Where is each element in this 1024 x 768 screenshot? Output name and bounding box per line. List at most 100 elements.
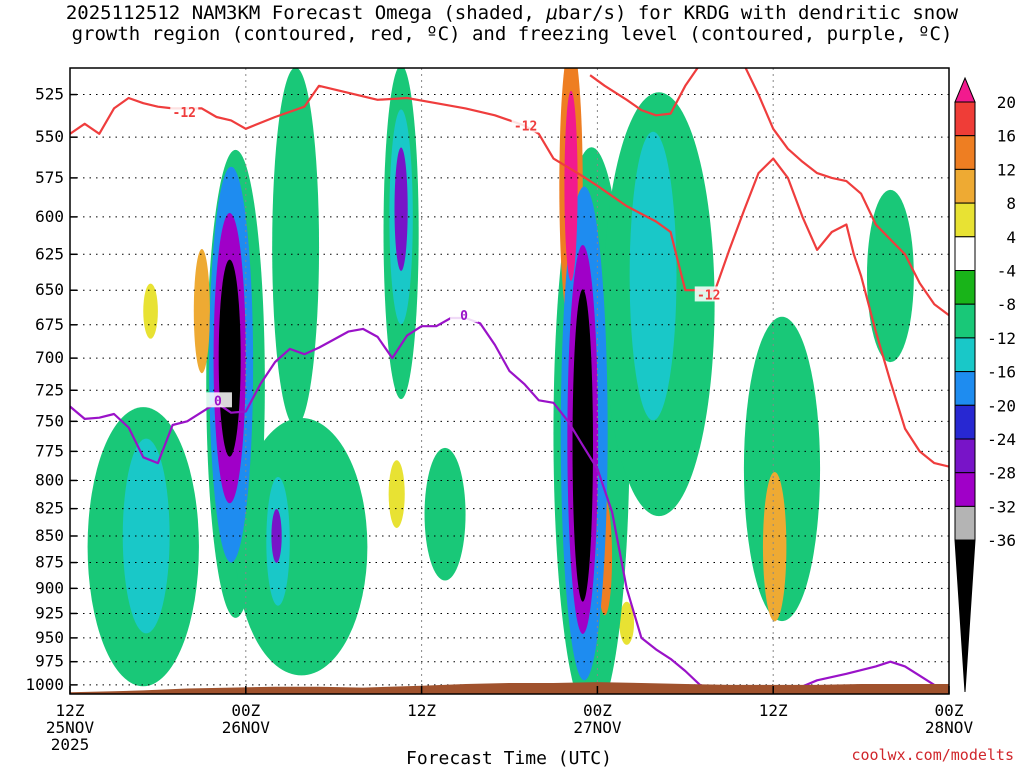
y-tick-label: 675 xyxy=(35,315,64,334)
colorbar-cell xyxy=(954,438,976,474)
colorbar-cell xyxy=(954,472,976,507)
y-tick-label: 950 xyxy=(35,628,64,647)
y-tick-label: 625 xyxy=(35,244,64,263)
contour-label: -12 xyxy=(514,119,537,134)
colorbar-cell xyxy=(954,303,976,339)
omega-cell xyxy=(388,460,405,528)
terrain-ground xyxy=(70,682,949,694)
colorbar-cell xyxy=(954,270,976,305)
colorbar-label: -20 xyxy=(987,396,1016,415)
colorbar-label: 12 xyxy=(997,160,1016,179)
y-tick-label: 650 xyxy=(35,280,64,299)
y-tick-label: 775 xyxy=(35,441,64,460)
omega-cell xyxy=(619,601,635,645)
y-tick-label: 525 xyxy=(35,85,64,104)
colorbar-label: -28 xyxy=(987,464,1016,483)
contour-label: -12 xyxy=(173,106,196,121)
colorbar-cell xyxy=(954,337,976,373)
contour-label-bg xyxy=(511,117,540,133)
omega-cell xyxy=(193,249,210,374)
omega-cell xyxy=(272,68,320,427)
colorbar-label: -4 xyxy=(997,262,1016,281)
x-tick-label: 28NOV xyxy=(925,718,974,737)
colorbar-label: -36 xyxy=(987,531,1016,550)
colorbar-cell xyxy=(954,505,976,541)
x-tick-label: 00Z xyxy=(935,701,964,720)
y-tick-label: 750 xyxy=(35,411,64,430)
credit-link[interactable]: coolwx.com/modelts xyxy=(851,746,1014,764)
contour-label: 0 xyxy=(214,394,222,409)
y-tick-label: 600 xyxy=(35,207,64,226)
colorbar-cell xyxy=(954,404,976,440)
colorbar-label: 16 xyxy=(997,127,1016,146)
contour-label-bg xyxy=(170,103,199,119)
contour-lines: -12 -12 -12 0 0 xyxy=(70,68,949,691)
y-tick-label: 1000 xyxy=(25,675,64,694)
colorbar-label: 8 xyxy=(1006,194,1016,213)
contour-label: -12 xyxy=(697,288,720,303)
colorbar-cell xyxy=(954,202,976,238)
colorbar-arrow-bottom xyxy=(954,539,976,693)
y-tick-label: 550 xyxy=(35,127,64,146)
colorbar-cell xyxy=(954,236,976,272)
x-tick-label: 12Z xyxy=(407,701,436,720)
colorbar-label: 20 xyxy=(997,93,1016,112)
x-tick-label: 00Z xyxy=(231,701,260,720)
contour-line xyxy=(70,316,715,691)
colorbar-arrow-top xyxy=(954,76,976,103)
x-tick-label: 25NOV xyxy=(46,718,95,737)
colorbar-cell xyxy=(954,168,976,204)
omega-cell xyxy=(762,471,787,622)
colorbar-cell xyxy=(954,371,976,406)
plot-background xyxy=(70,68,949,694)
colorbar-cell xyxy=(954,135,976,170)
x-tick-label: 12Z xyxy=(759,701,788,720)
pressure-axis: 525 550 575 600 625 650 675 700 725 750 775 800 825 8… xyxy=(25,85,77,694)
y-tick-label: 975 xyxy=(35,652,64,671)
omega-cell xyxy=(743,316,821,622)
omega-cell xyxy=(235,418,368,676)
omega-shading xyxy=(87,68,914,694)
chart-title-line-1: 2025112512 NAM3KM Forecast Omega (shaded… xyxy=(65,2,959,24)
x-axis-title: Forecast Time (UTC) xyxy=(406,748,612,768)
contour-line xyxy=(589,68,949,317)
x-tick-label: 12Z xyxy=(56,701,85,720)
colorbar: 20 16 12 8 4 -4 -8 -12 -16 -20 -24 -28 -32 -36 xyxy=(954,76,1016,693)
contour-line xyxy=(794,660,939,691)
omega-cell xyxy=(629,131,677,421)
colorbar-label: -32 xyxy=(987,497,1016,516)
omega-cell xyxy=(866,189,914,363)
contour-label-bg xyxy=(694,286,723,302)
y-tick-label: 700 xyxy=(35,348,64,367)
contour-label-bg xyxy=(203,392,232,408)
y-tick-label: 875 xyxy=(35,553,64,572)
y-tick-label: 925 xyxy=(35,603,64,622)
omega-cell xyxy=(271,509,282,563)
colorbar-label: -16 xyxy=(987,363,1016,382)
y-tick-label: 900 xyxy=(35,578,64,597)
contour-line xyxy=(70,84,949,468)
colorbar-label: -8 xyxy=(997,295,1016,314)
chart-title-line-2: growth region (contoured, red, ºC) and f… xyxy=(71,23,953,45)
x-tick-label: 26NOV xyxy=(222,718,271,737)
omega-cell xyxy=(143,283,158,339)
x-tick-label: 27NOV xyxy=(573,718,622,737)
plot-frame xyxy=(69,67,950,695)
colorbar-label: -12 xyxy=(987,329,1016,348)
y-tick-label: 825 xyxy=(35,499,64,518)
omega-cell xyxy=(218,259,241,457)
x-tick-label: 2025 xyxy=(51,735,90,754)
omega-cell xyxy=(122,438,170,634)
contour-label-bg xyxy=(450,307,479,323)
omega-cell xyxy=(424,447,466,581)
omega-cell xyxy=(564,90,578,281)
contour-label: 0 xyxy=(460,309,468,324)
y-tick-label: 725 xyxy=(35,380,64,399)
y-tick-label: 800 xyxy=(35,470,64,489)
colorbar-label: -24 xyxy=(987,430,1016,449)
colorbar-cell xyxy=(954,101,976,137)
colorbar-label: 4 xyxy=(1006,228,1016,247)
omega-cell xyxy=(394,147,408,271)
